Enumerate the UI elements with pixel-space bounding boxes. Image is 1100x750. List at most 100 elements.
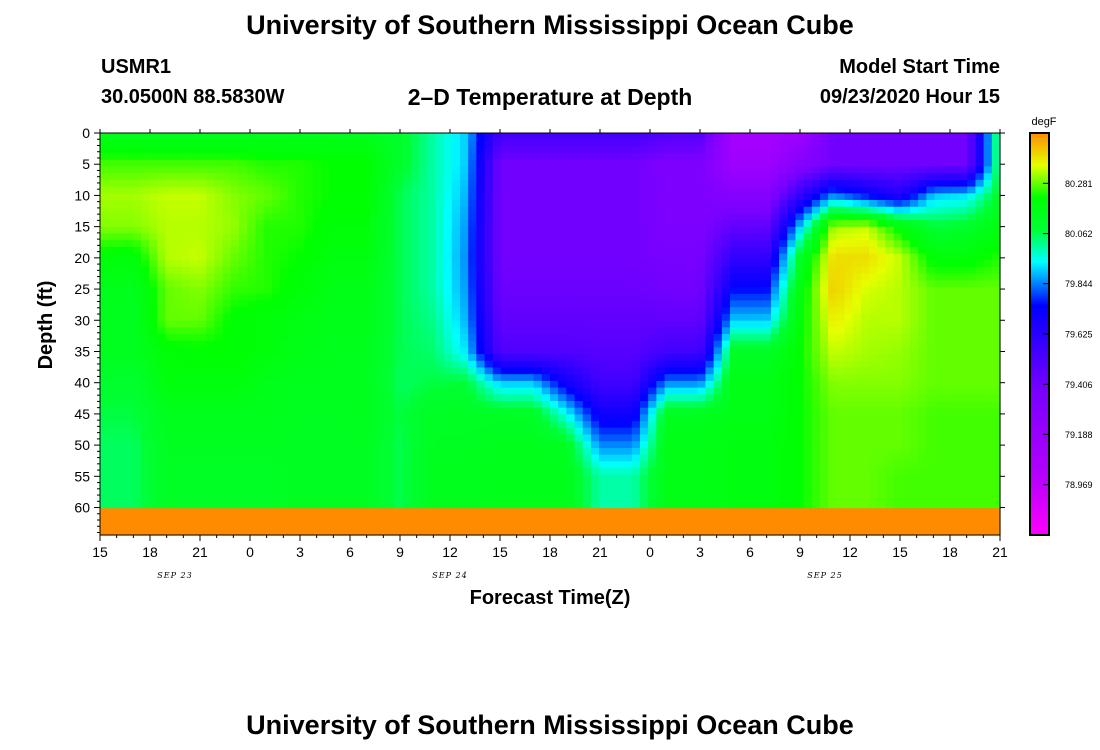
heatmap-cell — [149, 334, 158, 342]
heatmap-cell — [419, 186, 428, 194]
heatmap-cell — [484, 313, 494, 322]
heatmap-cell — [255, 481, 265, 489]
heatmap-cell — [304, 287, 314, 295]
heatmap-cell — [697, 354, 707, 362]
heatmap-cell — [181, 213, 191, 221]
heatmap-cell — [590, 441, 600, 449]
heatmap-cell — [312, 240, 322, 248]
heatmap-cell — [631, 481, 641, 489]
heatmap-cell — [451, 327, 461, 335]
heatmap-cell — [762, 461, 772, 469]
heatmap-cell — [320, 334, 330, 342]
heatmap-cell — [386, 468, 396, 476]
heatmap-cell — [566, 394, 576, 402]
heatmap-cell — [296, 240, 306, 248]
heatmap-cell — [361, 340, 371, 348]
heatmap-cell — [525, 374, 535, 382]
heatmap-cell — [108, 454, 117, 462]
heatmap-cell — [157, 427, 167, 436]
heatmap-cell — [230, 414, 240, 422]
station-id: USMR1 — [101, 56, 172, 78]
heatmap-cell — [312, 267, 322, 275]
heatmap-cell — [435, 327, 445, 335]
heatmap-cell — [214, 501, 224, 509]
heatmap-cell — [689, 260, 698, 268]
heatmap-cell — [664, 367, 674, 375]
heatmap-cell — [746, 173, 756, 181]
heatmap-cell — [263, 220, 273, 228]
heatmap-cell — [181, 253, 191, 261]
heatmap-cell — [533, 521, 543, 529]
heatmap-cell — [664, 320, 674, 328]
heatmap-cell — [370, 468, 379, 476]
heatmap-cell — [304, 421, 314, 429]
heatmap-cell — [370, 387, 379, 395]
heatmap-cell — [476, 481, 486, 489]
heatmap-cell — [460, 213, 469, 221]
heatmap-cell — [509, 133, 518, 141]
heatmap-cell — [410, 441, 420, 449]
heatmap-cell — [558, 454, 567, 462]
heatmap-cell — [443, 186, 453, 194]
heatmap-cell — [484, 380, 494, 389]
heatmap-cell — [558, 206, 567, 214]
heatmap-cell — [320, 233, 330, 241]
heatmap-cell — [149, 528, 158, 536]
heatmap-cell — [492, 159, 502, 168]
heatmap-cell — [280, 454, 289, 462]
heatmap-cell — [304, 293, 314, 302]
heatmap-cell — [770, 421, 780, 429]
heatmap-cell — [713, 200, 723, 208]
heatmap-cell — [697, 508, 707, 516]
heatmap-cell — [648, 240, 657, 248]
heatmap-cell — [247, 380, 257, 389]
heatmap-cell — [550, 427, 559, 436]
heatmap-cell — [288, 213, 297, 221]
heatmap-cell — [345, 260, 355, 268]
heatmap-cell — [713, 213, 723, 221]
heatmap-cell — [312, 233, 322, 241]
heatmap-cell — [312, 401, 322, 409]
heatmap-cell — [730, 240, 739, 248]
heatmap-cell — [631, 447, 641, 456]
heatmap-cell — [517, 461, 527, 469]
heatmap-cell — [721, 173, 731, 181]
heatmap-cell — [394, 253, 404, 261]
heatmap-cell — [738, 327, 747, 335]
heatmap-cell — [680, 474, 690, 482]
heatmap-cell — [582, 334, 592, 342]
heatmap-cell — [214, 327, 224, 335]
heatmap-cell — [631, 508, 641, 516]
heatmap-cell — [329, 461, 338, 469]
heatmap-cell — [541, 313, 551, 322]
heatmap-cell — [304, 206, 314, 214]
heatmap-cell — [190, 334, 199, 342]
heatmap-cell — [746, 380, 756, 389]
heatmap-cell — [582, 273, 592, 281]
heatmap-cell — [108, 287, 117, 295]
heatmap-cell — [525, 380, 535, 389]
heatmap-cell — [173, 521, 183, 529]
heatmap-cell — [533, 287, 543, 295]
heatmap-cell — [206, 367, 216, 375]
heatmap-cell — [623, 468, 633, 476]
heatmap-cell — [746, 421, 756, 429]
heatmap-cell — [689, 213, 698, 221]
heatmap-cell — [484, 447, 494, 456]
heatmap-cell — [190, 508, 199, 516]
heatmap-cell — [468, 179, 477, 188]
heatmap-cell — [402, 287, 412, 295]
heatmap-cell — [386, 447, 396, 456]
heatmap-cell — [419, 501, 428, 509]
heatmap-cell — [599, 414, 608, 422]
heatmap-cell — [484, 488, 494, 496]
heatmap-cell — [525, 401, 535, 409]
heatmap-cell — [468, 414, 477, 422]
heatmap-cell — [607, 313, 617, 322]
heatmap-cell — [198, 501, 207, 509]
heatmap-cell — [623, 360, 633, 369]
heatmap-cell — [533, 421, 543, 429]
heatmap-cell — [762, 226, 772, 235]
heatmap-cell — [672, 494, 682, 503]
heatmap-cell — [468, 374, 477, 382]
